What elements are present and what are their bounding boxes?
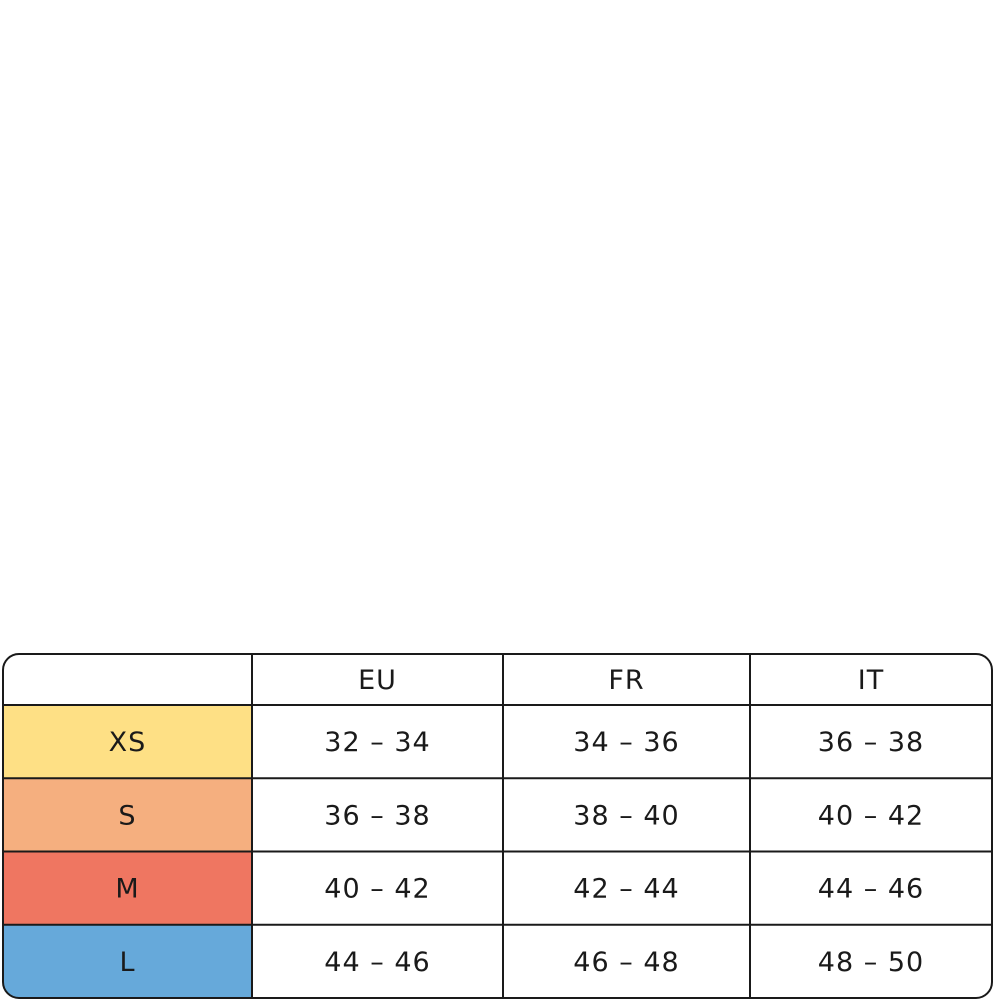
size-cell [3, 851, 252, 925]
table-text: EU FR IT XS 32 – 34 34 – 36 36 – 38 S 36 – 38 38 … [109, 665, 924, 978]
column-header: FR [608, 665, 644, 696]
size-range: 36 – 38 [818, 727, 924, 758]
size-cell [3, 924, 252, 998]
column-header: EU [358, 665, 397, 696]
size-label: L [119, 947, 135, 978]
size-cell [3, 778, 252, 852]
size-range: 46 – 48 [573, 947, 679, 978]
size-label: XS [109, 727, 147, 758]
size-range: 34 – 36 [573, 727, 679, 758]
table-border [2, 653, 993, 999]
table-lines [3, 654, 992, 998]
size-range: 36 – 38 [324, 800, 430, 831]
size-label: M [115, 874, 139, 905]
size-label: S [118, 800, 136, 831]
size-range: 44 – 46 [818, 874, 924, 905]
size-range: 40 – 42 [324, 874, 430, 905]
size-cell [3, 705, 252, 779]
size-range: 32 – 34 [324, 727, 430, 758]
size-range: 38 – 40 [573, 800, 679, 831]
size-range: 42 – 44 [573, 874, 679, 905]
table-body [3, 705, 252, 998]
column-header: IT [858, 665, 884, 696]
size-range: 44 – 46 [324, 947, 430, 978]
size-range: 48 – 50 [818, 947, 924, 978]
size-range: 40 – 42 [818, 800, 924, 831]
